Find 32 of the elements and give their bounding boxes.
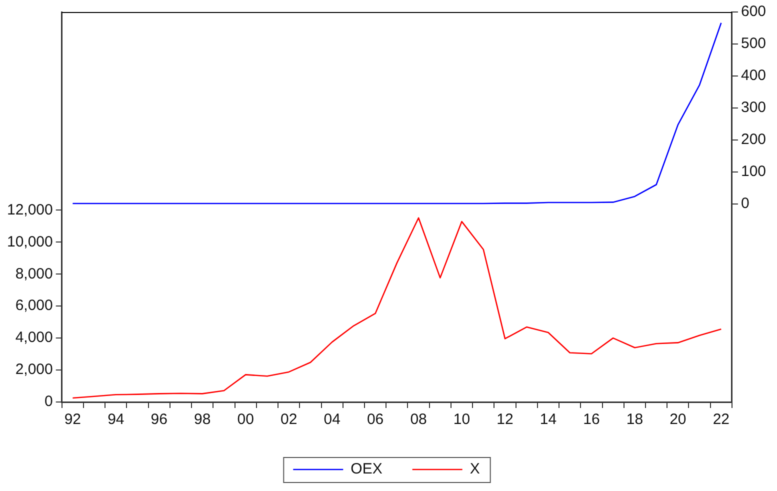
y-tick-label: 12,000 (6, 201, 53, 218)
x-tick-label: 16 (583, 411, 600, 428)
legend-label: OEX (350, 460, 382, 478)
x-tick-label: 02 (280, 411, 298, 428)
y-tick-label: 6,000 (15, 297, 53, 314)
x-tick-label: 06 (366, 411, 384, 428)
legend-label: X (470, 460, 480, 478)
y2-tick-label: 200 (740, 131, 766, 148)
x-tick-label: 96 (150, 411, 168, 428)
x-tick-label: 04 (324, 411, 340, 428)
y-tick-label: 10,000 (6, 233, 53, 250)
x-tick-label: 14 (540, 411, 557, 428)
y2-tick-label: 600 (740, 3, 766, 20)
x-tick-label: 92 (64, 411, 82, 428)
x-tick-label: 12 (496, 411, 514, 428)
x-tick-label: 98 (194, 411, 211, 428)
y2-tick-label: 300 (740, 99, 766, 116)
y-tick-label: 8,000 (15, 265, 53, 282)
x-tick-label: 20 (670, 411, 686, 428)
x-tick-label: 00 (237, 411, 254, 428)
y2-tick-label: 100 (740, 162, 766, 180)
y2-tick-label: 0 (740, 194, 750, 212)
x-tick-label: 22 (712, 411, 730, 428)
y-tick-label: 4,000 (15, 329, 53, 346)
x-tick-label: 18 (626, 411, 644, 428)
x-tick-label: 08 (410, 411, 427, 428)
x-tick-label: 94 (108, 411, 124, 428)
y-tick-label: 0 (44, 393, 53, 410)
x-tick-label: 10 (453, 411, 470, 428)
y2-tick-label: 400 (740, 67, 766, 84)
y-tick-label: 2,000 (15, 361, 53, 378)
y2-tick-label: 500 (740, 35, 766, 52)
